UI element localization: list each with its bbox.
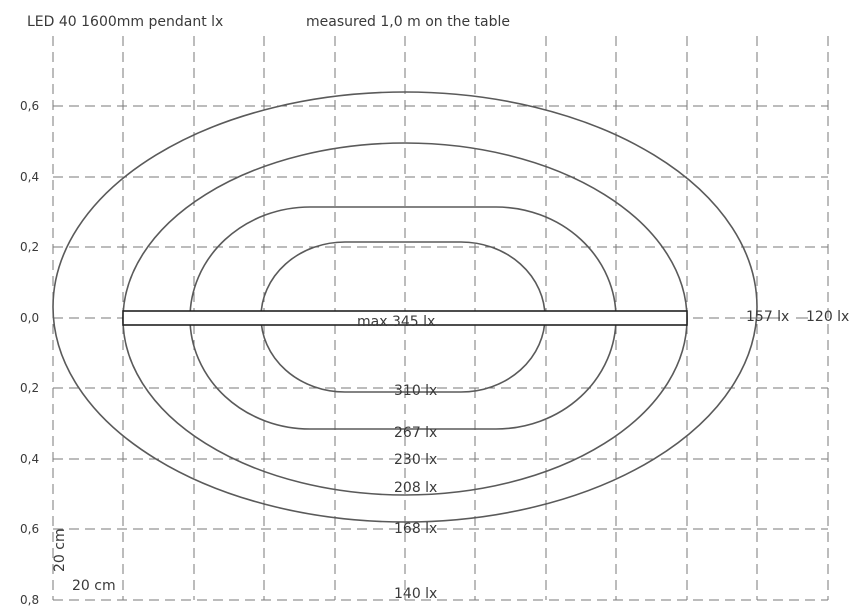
contour-label-168: 168 lx (394, 521, 437, 537)
contour-label-120: 120 lx (806, 309, 849, 325)
diagram-title-right: measured 1,0 m on the table (306, 14, 510, 30)
max-lux-label: max 345 lx (357, 314, 435, 330)
y-tick-labels: 0,6 0,4 0,2 0,0 0,2 0,4 0,6 0,8 (20, 99, 39, 607)
contour-label-157: 157 lx (746, 309, 789, 325)
contour-label-208: 208 lx (394, 480, 437, 496)
horizontal-gridlines (53, 105, 828, 601)
pendant-lamp-bar (122, 310, 688, 326)
y-tick-label: 0,8 (20, 593, 39, 607)
y-tick-label: 0,0 (20, 311, 39, 325)
horizontal-scale-label: 20 cm (72, 578, 116, 594)
vertical-gridlines (52, 36, 829, 600)
y-tick-label: 0,2 (20, 381, 39, 395)
diagram-title-left: LED 40 1600mm pendant lx (27, 14, 223, 30)
y-tick-label: 0,4 (20, 170, 39, 184)
y-tick-label: 0,6 (20, 522, 39, 536)
contour-label-140: 140 lx (394, 586, 437, 602)
vertical-scale-label: 20 cm (52, 528, 68, 572)
contour-label-267: 267 lx (394, 425, 437, 441)
contour-label-310: 310 lx (394, 383, 437, 399)
y-tick-label: 0,4 (20, 452, 39, 466)
contour-140 (52, 91, 758, 523)
contour-label-230: 230 lx (394, 452, 437, 468)
y-tick-label: 0,6 (20, 99, 39, 113)
y-tick-label: 0,2 (20, 240, 39, 254)
